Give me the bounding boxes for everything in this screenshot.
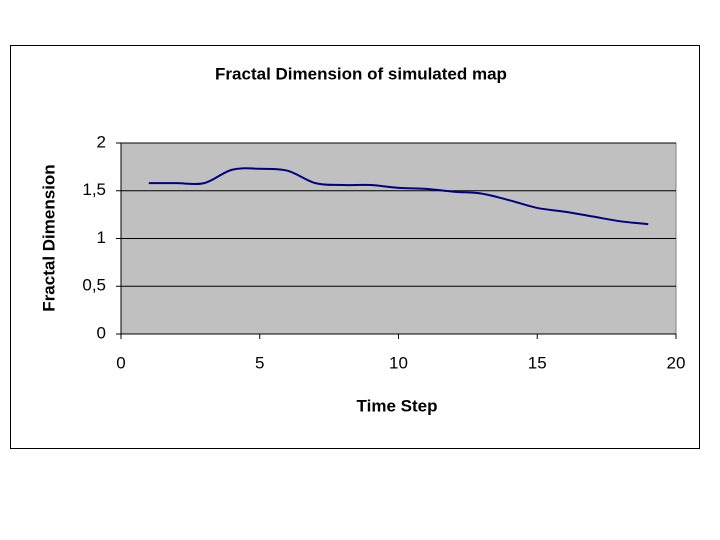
y-tick-label: 0,5 (82, 276, 106, 295)
y-tick-label: 2 (97, 132, 106, 151)
data-line (148, 167, 649, 226)
y-tick-label: 1,5 (82, 180, 106, 199)
x-tick-label: 20 (667, 353, 686, 372)
y-tick-label: 0 (97, 323, 106, 342)
x-axis-label: Time Step (357, 396, 438, 415)
y-axis-label: Fractal Dimension (39, 164, 58, 311)
y-tick-label: 1 (97, 228, 106, 247)
chart-title: Fractal Dimension of simulated map (215, 64, 507, 83)
x-tick-label: 15 (528, 353, 547, 372)
x-tick-label: 5 (255, 353, 264, 372)
x-tick-label: 10 (389, 353, 408, 372)
x-tick-label: 0 (116, 353, 125, 372)
